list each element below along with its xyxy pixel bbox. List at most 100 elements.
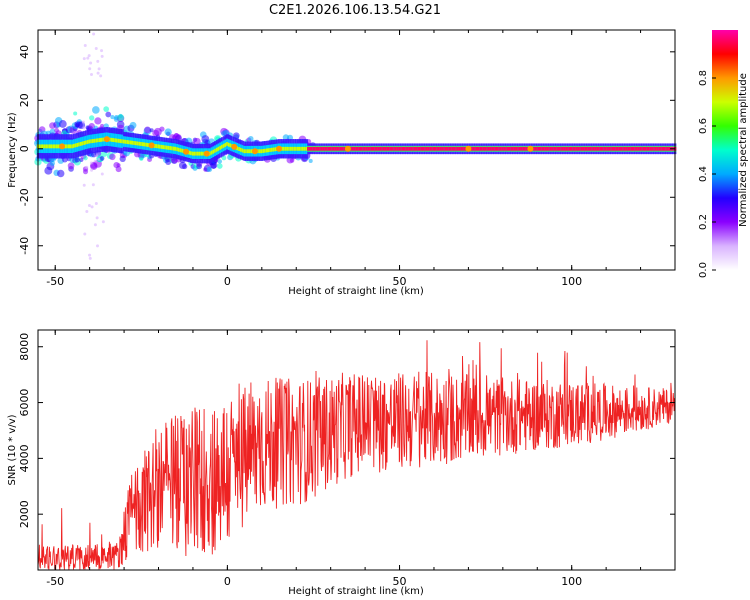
spectrogram-cell	[183, 148, 190, 155]
spectrogram-cell	[436, 146, 439, 151]
spectrogram-cell	[97, 67, 101, 71]
spectrogram-cell	[258, 149, 262, 154]
spectrogram-cell	[246, 149, 250, 154]
spectrogram-cell	[167, 145, 171, 150]
spectrogram-cell	[542, 146, 546, 151]
spectrogram-cell	[224, 142, 228, 147]
spectrogram-cell	[41, 144, 45, 149]
spectrogram-cell	[227, 142, 231, 147]
spectrogram-cell	[95, 216, 99, 220]
spectrogram-cell	[308, 146, 312, 151]
spectrogram-cell	[513, 146, 517, 151]
spectrogram-cell	[88, 67, 92, 71]
spectrogram-cell	[429, 146, 432, 151]
spectrogram-cell	[293, 146, 296, 151]
spectrogram-cell	[460, 146, 463, 151]
spectrogram-cell	[159, 144, 162, 149]
spectrogram-cell	[596, 146, 599, 151]
snr-y-ticks: 2000 4000 6000 8000	[18, 333, 675, 528]
spectrogram-cell	[260, 149, 264, 154]
spectrogram-cell	[548, 146, 551, 151]
spectrogram-cell	[90, 168, 94, 172]
spectrogram-cell	[139, 156, 144, 161]
spectrogram-cell	[660, 146, 663, 151]
spectrogram-cell	[245, 149, 248, 154]
spectrogram-cell	[67, 162, 75, 170]
spectrogram-cell	[83, 155, 88, 161]
spectrogram-cell	[117, 138, 121, 143]
spectrogram-cell	[320, 146, 324, 151]
spectrogram-cell	[653, 146, 656, 151]
spectrogram-cell	[623, 146, 627, 151]
spectrogram-cell	[506, 146, 510, 151]
spectrogram-cell	[96, 244, 100, 248]
spectrogram-cell	[553, 146, 556, 151]
spectrogram-cell	[629, 146, 632, 151]
spectrogram-cell	[208, 151, 212, 156]
spectrogram-cell	[295, 146, 298, 151]
spectrogram-cell	[221, 155, 227, 161]
spectrogram-cell	[532, 146, 536, 151]
spectrogram-cell	[221, 144, 224, 149]
spectrogram-cell	[493, 146, 496, 151]
spectrogram-cell	[165, 145, 169, 150]
spectrogram-cell	[427, 146, 431, 151]
y-tick-label: 2000	[18, 500, 31, 528]
spectrogram-cell	[563, 146, 567, 151]
spectrogram-cell	[637, 146, 641, 151]
spectrogram-cell	[534, 146, 537, 151]
spectrogram-cell	[456, 146, 460, 151]
spectrogram-cell	[448, 146, 451, 151]
spectrogram-cell	[332, 146, 336, 151]
spectrogram-cell	[248, 149, 252, 154]
spectrogram-cell	[193, 137, 201, 146]
x-tick-label: 0	[224, 575, 231, 588]
spectrogram-cell	[365, 146, 369, 151]
spectrogram-y-ticks: -40 -20 0 20 40	[18, 45, 675, 255]
spectrogram-cell	[565, 146, 568, 151]
spectrogram-cell	[668, 146, 672, 151]
spectrogram-cell	[406, 146, 410, 151]
spectrogram-cell	[89, 161, 93, 165]
spectrogram-cell	[518, 146, 522, 151]
spectrogram-cell	[136, 141, 140, 146]
spectrogram-cell	[482, 146, 486, 151]
spectrogram-cell	[585, 146, 589, 151]
spectrogram-frame	[37, 29, 676, 271]
spectrogram-cell	[375, 146, 379, 151]
spectrogram-cell	[64, 144, 67, 149]
snr-y-label: SNR (10 * v/v)	[7, 414, 18, 485]
spectrogram-cell	[95, 138, 98, 143]
spectrogram-cell	[115, 138, 119, 143]
spectrogram-cell	[635, 146, 639, 151]
spectrogram-cell	[462, 146, 465, 151]
colorbar-label: Normalized spectral amplitude	[738, 73, 749, 227]
snr-frame	[37, 329, 676, 571]
spectrogram-cell	[591, 146, 594, 151]
spectrogram-cell	[560, 146, 563, 151]
y-tick-label: -20	[18, 188, 31, 206]
spectrogram-cell	[437, 146, 441, 151]
spectrogram-cell	[338, 146, 341, 151]
spectrogram-cell	[270, 147, 274, 152]
spectrogram-cell	[558, 146, 562, 151]
spectrogram-cell	[129, 140, 133, 145]
colorbar-tick-label: 0.6	[698, 118, 709, 134]
spectrogram-cell	[413, 146, 417, 151]
spectrogram-cell	[276, 145, 283, 152]
spectrogram-cell	[217, 146, 221, 151]
spectrogram-cell	[313, 146, 317, 151]
spectrogram-cell	[101, 220, 105, 224]
spectrogram-cell	[298, 146, 302, 151]
spectrogram-cell	[222, 143, 226, 148]
spectrogram-cell	[403, 146, 407, 151]
spectrogram-cell	[274, 147, 277, 152]
spectrogram-cell	[480, 146, 484, 151]
spectrogram-cell	[522, 146, 525, 151]
spectrogram-cell	[238, 147, 241, 151]
spectrogram-cell	[587, 146, 591, 151]
spectrogram-cell	[251, 148, 258, 155]
spectrogram-cell	[656, 146, 660, 151]
spectrogram-cell	[412, 146, 415, 151]
spectrogram-cell	[93, 159, 97, 163]
